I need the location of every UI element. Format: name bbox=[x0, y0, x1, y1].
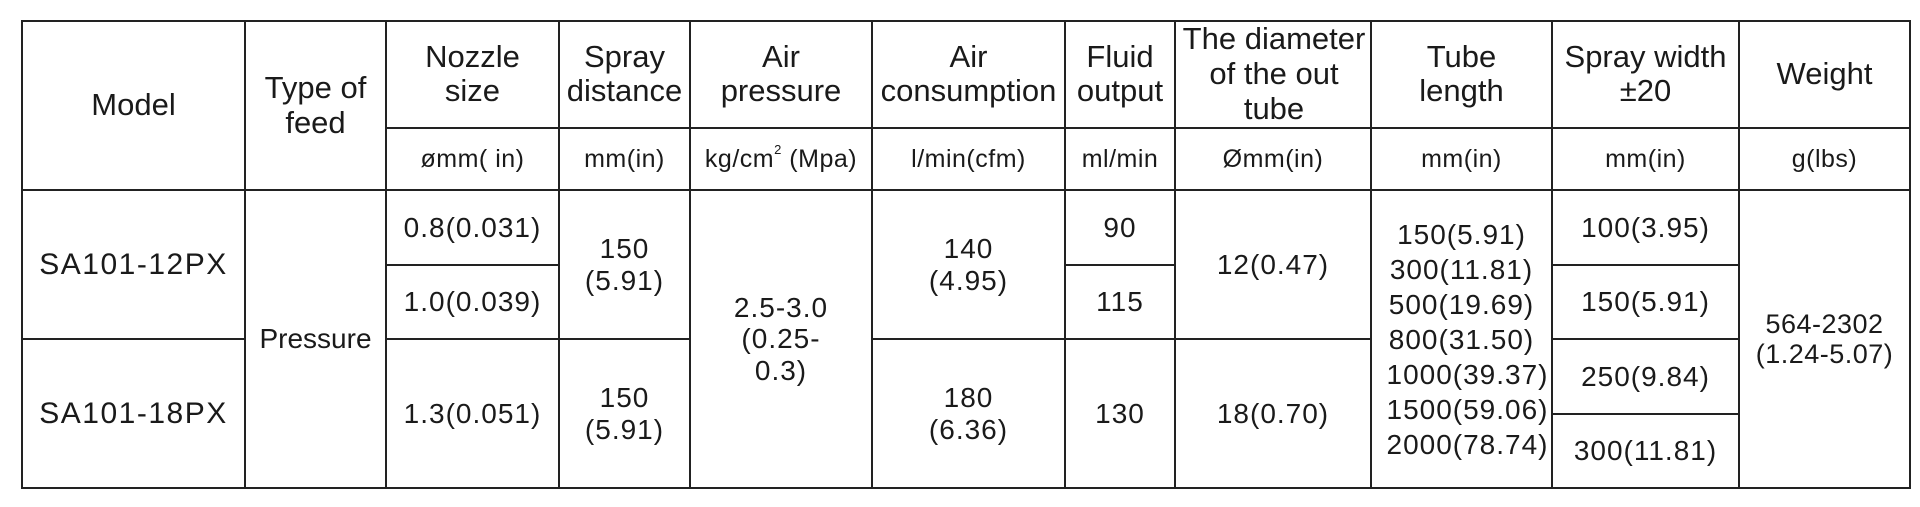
tube-length-cell: 150(5.91) 300(11.81) 500(19.69) 800(31.5… bbox=[1370, 189, 1553, 489]
table-row: SA101-18PX 1.3(0.051) 150 (5.91) 180 (6.… bbox=[21, 338, 1910, 489]
fluid-output-cell: 130 bbox=[1064, 338, 1176, 489]
unit-air-consumption: l/min(cfm) bbox=[871, 126, 1066, 192]
unit-nozzle-size: ømm( in) bbox=[385, 126, 560, 192]
weight-cell: 564-2302 (1.24-5.07) bbox=[1738, 189, 1911, 489]
air-consumption-cell: 140 (4.95) bbox=[871, 189, 1066, 341]
type-of-feed-cell: Pressure bbox=[244, 189, 387, 489]
model-cell: SA101-12PX bbox=[21, 189, 246, 341]
unit-spray-width: mm(in) bbox=[1551, 126, 1740, 192]
header-air-consumption: Air consumption bbox=[871, 20, 1066, 129]
fluid-output-cell: 90 bbox=[1064, 189, 1176, 266]
header-weight: Weight bbox=[1738, 20, 1911, 129]
header-air-pressure: Air pressure bbox=[689, 20, 873, 129]
unit-air-pressure: kg/cm2 (Mpa) bbox=[689, 126, 873, 192]
spray-distance-cell: 150 (5.91) bbox=[558, 189, 691, 341]
spray-width-cell: 250(9.84) bbox=[1551, 338, 1740, 415]
nozzle-size-cell: 1.0(0.039) bbox=[385, 263, 560, 341]
spec-table: Model Type of feed Nozzle size Spray dis… bbox=[21, 19, 1911, 490]
header-nozzle-size: Nozzle size bbox=[385, 20, 560, 129]
unit-spray-distance: mm(in) bbox=[558, 126, 691, 192]
table-row: 300(11.81) bbox=[22, 412, 1910, 490]
unit-fluid-output: ml/min bbox=[1064, 126, 1176, 192]
table-row: SA101-12PX Pressure 0.8(0.031) 150 (5.91… bbox=[21, 189, 1911, 489]
spray-width-cell: 100(3.95) bbox=[1551, 189, 1740, 266]
unit-weight: g(lbs) bbox=[1738, 126, 1911, 192]
header-tube-length: Tube length bbox=[1370, 20, 1553, 129]
model-cell: SA101-18PX bbox=[21, 338, 246, 489]
fluid-output-cell: 115 bbox=[1064, 263, 1176, 341]
nozzle-size-cell: 0.8(0.031) bbox=[385, 189, 560, 266]
header-spray-distance: Spray distance bbox=[558, 20, 691, 129]
air-pressure-cell: 2.5-3.0 (0.25-0.3) bbox=[689, 189, 873, 489]
unit-tube-length: mm(in) bbox=[1370, 126, 1553, 192]
unit-row: ømm( in) mm(in) kg/cm2 (Mpa) l/min(cfm) … bbox=[22, 126, 1911, 192]
nozzle-size-cell: 1.3(0.051) bbox=[385, 338, 560, 489]
header-spray-width: Spray width ±20 bbox=[1551, 20, 1740, 129]
header-type-of-feed: Type of feed bbox=[244, 19, 387, 192]
header-row: Model Type of feed Nozzle size Spray dis… bbox=[21, 19, 1911, 192]
spray-distance-cell: 150 (5.91) bbox=[558, 338, 691, 489]
header-fluid-output: Fluid output bbox=[1064, 20, 1176, 129]
header-model: Model bbox=[21, 19, 246, 192]
spray-width-cell: 150(5.91) bbox=[1551, 263, 1740, 341]
out-tube-diameter-cell: 18(0.70) bbox=[1174, 338, 1372, 489]
header-out-tube-diameter: The diameter of the out tube bbox=[1174, 20, 1372, 129]
spray-width-cell: 300(11.81) bbox=[1551, 412, 1740, 490]
unit-out-tube-diameter: Ømm(in) bbox=[1174, 126, 1372, 192]
table-row: 1.0(0.039) 115 150(5.91) bbox=[22, 263, 1910, 341]
air-consumption-cell: 180 (6.36) bbox=[871, 338, 1066, 489]
out-tube-diameter-cell: 12(0.47) bbox=[1174, 189, 1372, 341]
